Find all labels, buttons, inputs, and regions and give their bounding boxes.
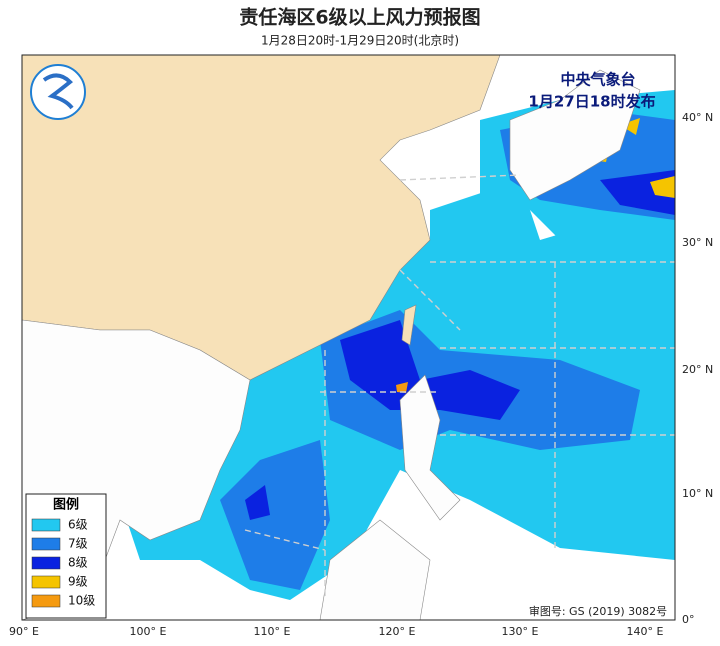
logo-mark (42, 73, 74, 110)
land-japan (509, 69, 641, 201)
wind-8 (340, 320, 520, 420)
lon-label: 90° E (9, 625, 39, 638)
lon-label: 130° E (502, 625, 539, 638)
legend-title: 图例 (53, 497, 79, 513)
lat-label: 10° N (682, 487, 713, 500)
approval-number: 审图号: GS (2019) 3082号 (529, 604, 667, 618)
legend-label: 10级 (68, 594, 95, 608)
lon-label: 110° E (254, 625, 291, 638)
legend-label: 6级 (68, 518, 88, 532)
legend-swatch (31, 518, 61, 532)
legend-label: 8级 (68, 556, 88, 570)
map-body (22, 55, 675, 620)
title: 责任海区6级以上风力预报图 (239, 6, 480, 29)
legend-label: 7级 (68, 537, 88, 551)
zone-lines (244, 174, 675, 600)
legend-label: 9级 (68, 575, 88, 589)
lon-label: 100° E (130, 625, 167, 638)
publisher: 中央气象台 (560, 71, 635, 89)
wind-7 (220, 440, 330, 590)
legend-swatch (31, 594, 61, 608)
lon-label: 120° E (379, 625, 416, 638)
island-philippines (399, 374, 461, 521)
subtitle: 1月28日20时-1月29日20时(北京时) (261, 34, 459, 48)
legend-swatch (31, 537, 61, 551)
wind-10 (396, 382, 408, 393)
lat-label: 30° N (682, 236, 713, 249)
legend-swatch (31, 556, 61, 570)
lat-label: 20° N (682, 363, 713, 376)
legend-swatch (31, 575, 61, 589)
island-taiwan (401, 304, 417, 346)
lat-label: 0° (682, 613, 695, 626)
legend: 图例 6级 7级 8级 9级 10级 (25, 493, 107, 619)
wind-8 (245, 485, 270, 520)
map-frame (21, 54, 676, 621)
publish-time: 1月27日18时发布 (528, 93, 655, 111)
lat-label: 40° N (682, 111, 713, 124)
island-borneo (319, 519, 431, 620)
lon-label: 140° E (627, 625, 664, 638)
wind-9 (650, 176, 675, 198)
